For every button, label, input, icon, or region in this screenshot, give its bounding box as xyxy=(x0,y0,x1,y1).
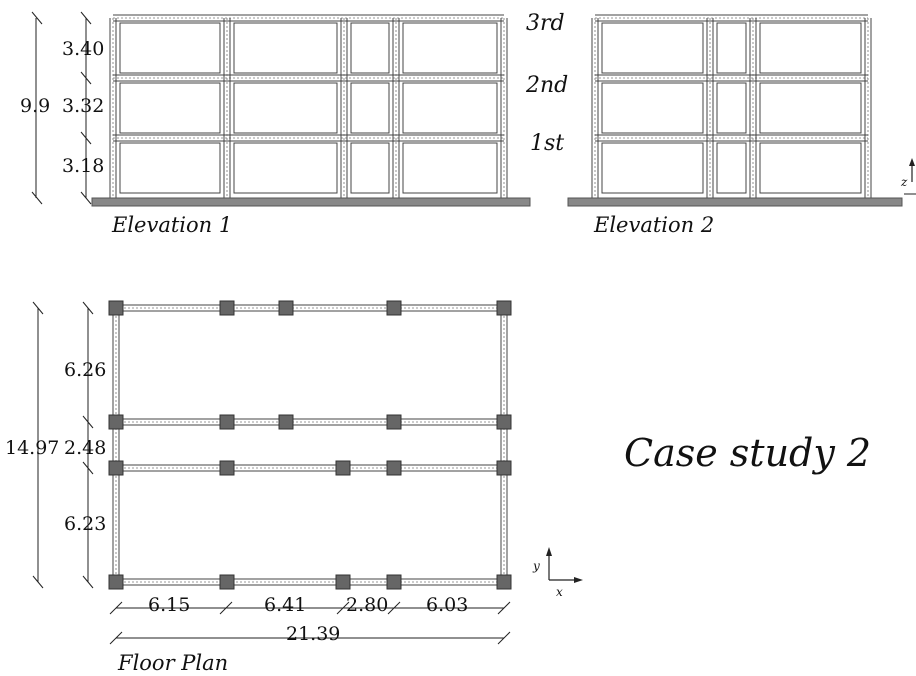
plan-column xyxy=(219,414,235,430)
elevation-1-caption: Elevation 1 xyxy=(111,213,232,237)
plan-column xyxy=(496,574,512,590)
x-axis-label: x xyxy=(556,585,563,599)
elevation-2-ground xyxy=(567,197,903,207)
dim-tick xyxy=(32,575,44,589)
plan-column xyxy=(496,300,512,316)
plan-column xyxy=(108,460,124,476)
elevation-2-frame xyxy=(591,14,872,198)
plan-depth-2: 2.48 xyxy=(64,437,106,459)
z-axis-label: z xyxy=(900,175,908,189)
panel xyxy=(716,82,747,134)
elevation-1-total-height: 9.9 xyxy=(20,95,50,117)
plan-column xyxy=(108,574,124,590)
floor-plan-caption: Floor Plan xyxy=(117,651,228,675)
z-axis-arrowhead xyxy=(909,158,915,166)
plan-column xyxy=(278,300,294,316)
dim-tick xyxy=(82,575,94,589)
plan-column xyxy=(108,414,124,430)
panel xyxy=(759,22,862,74)
dim-tick xyxy=(80,191,92,205)
elevation-2: Elevation 2 z xyxy=(567,14,916,237)
plan-column xyxy=(496,460,512,476)
plan-column xyxy=(278,414,294,430)
plan-column xyxy=(386,460,402,476)
panel xyxy=(119,142,221,194)
plan-total-depth: 14.97 xyxy=(5,437,59,459)
elevation-1-ground xyxy=(91,197,531,207)
floor-label-3rd: 3rd xyxy=(526,11,565,36)
plan-column xyxy=(335,574,351,590)
plan-column xyxy=(219,574,235,590)
y-axis-label: y xyxy=(532,559,540,573)
panel xyxy=(759,82,862,134)
dim-tick xyxy=(497,601,511,615)
dim-tick xyxy=(32,301,44,315)
storey-height-1: 3.18 xyxy=(62,155,104,177)
panel xyxy=(759,142,862,194)
plan-column xyxy=(386,574,402,590)
elevation-1: 9.9 3.40 3.32 3.18 3rd 2nd 1st Elevation… xyxy=(20,11,568,237)
dim-tick xyxy=(80,71,92,85)
dim-tick xyxy=(387,601,401,615)
dim-tick xyxy=(336,601,350,615)
x-axis-arrowhead xyxy=(574,577,583,583)
storey-height-3: 3.40 xyxy=(62,38,104,60)
panel xyxy=(716,22,747,74)
panel xyxy=(402,22,498,74)
panel xyxy=(233,82,338,134)
panel xyxy=(601,82,704,134)
panel xyxy=(402,142,498,194)
floor-plan: 14.97 6.26 2.48 6.23 6.15 6.41 2.80 6.03… xyxy=(5,300,583,675)
floor-plan-frame xyxy=(108,300,512,590)
elevation-1-frame xyxy=(109,14,508,198)
panel xyxy=(601,142,704,194)
plan-column xyxy=(108,300,124,316)
y-axis-arrowhead xyxy=(546,547,552,556)
plan-column xyxy=(496,414,512,430)
plan-column xyxy=(386,300,402,316)
plan-column xyxy=(219,460,235,476)
dim-tick xyxy=(109,601,123,615)
dim-tick xyxy=(219,601,233,615)
dim-tick xyxy=(80,131,92,145)
panel xyxy=(350,142,390,194)
case-study-label: Case study 2 xyxy=(624,431,871,475)
panel xyxy=(601,22,704,74)
panel xyxy=(119,82,221,134)
dim-tick xyxy=(497,631,511,645)
elevation-2-caption: Elevation 2 xyxy=(593,213,714,237)
storey-height-2: 3.32 xyxy=(62,95,104,117)
dim-tick xyxy=(109,631,123,645)
plan-column xyxy=(219,300,235,316)
dim-tick xyxy=(31,191,43,205)
panel xyxy=(402,82,498,134)
panel xyxy=(233,22,338,74)
dim-tick xyxy=(31,11,43,25)
plan-span-4: 6.03 xyxy=(426,594,468,616)
dim-tick xyxy=(80,11,92,25)
panel xyxy=(350,82,390,134)
panel xyxy=(350,22,390,74)
dim-tick xyxy=(82,301,94,315)
panel xyxy=(233,142,338,194)
plan-span-2: 6.41 xyxy=(264,594,306,616)
panel xyxy=(716,142,747,194)
dim-tick xyxy=(82,461,94,475)
plan-column xyxy=(386,414,402,430)
dim-tick xyxy=(82,415,94,429)
plan-span-1: 6.15 xyxy=(148,594,190,616)
plan-depth-1: 6.26 xyxy=(64,359,106,381)
plan-span-3: 2.80 xyxy=(346,594,388,616)
panel xyxy=(119,22,221,74)
floor-label-2nd: 2nd xyxy=(525,73,568,98)
plan-column xyxy=(335,460,351,476)
plan-depth-3: 6.23 xyxy=(64,513,106,535)
plan-total-span: 21.39 xyxy=(286,623,340,645)
floor-label-1st: 1st xyxy=(530,131,564,156)
